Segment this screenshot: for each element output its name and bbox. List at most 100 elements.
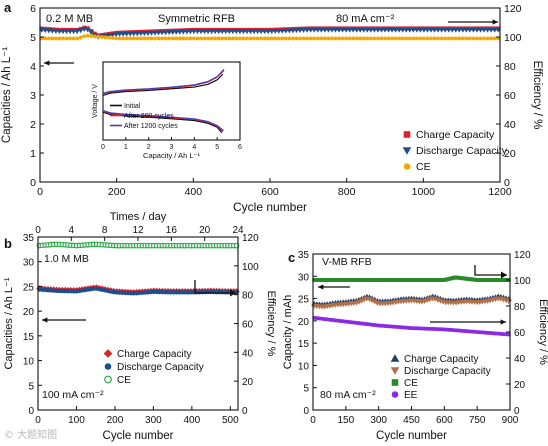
inset-x-tick-label: 0 <box>101 144 105 151</box>
legend-marker <box>104 375 112 384</box>
data-point <box>273 36 278 41</box>
inset-x-tick-label: 2 <box>147 144 151 151</box>
x-tick-label: 450 <box>403 415 420 426</box>
x-tick-label: 200 <box>107 415 124 426</box>
data-a <box>38 25 502 41</box>
data-point <box>71 36 76 41</box>
y-tick-label: 4 <box>30 61 36 73</box>
data-point <box>471 36 476 41</box>
data-point <box>259 36 264 41</box>
y2-tick-label: 100 <box>504 32 522 44</box>
data-point <box>160 36 164 41</box>
data-point <box>406 278 411 282</box>
data-point <box>57 36 62 41</box>
legend-a: Charge Capacity Discharge Capacity CE <box>402 129 508 173</box>
data-point <box>346 278 351 282</box>
data-point <box>107 35 111 40</box>
data-point <box>386 36 391 41</box>
data-point <box>92 34 97 39</box>
data-point <box>492 36 497 41</box>
arrow-ee-to-right-axis-c <box>430 319 506 325</box>
data-point <box>338 278 343 282</box>
y2-axis-label: Efficiency / % <box>537 299 548 365</box>
data-point <box>223 36 228 41</box>
data-point <box>412 278 417 282</box>
legend-label: CE <box>117 375 131 386</box>
data-point <box>77 28 84 34</box>
y-tick-label: 3 <box>30 90 36 102</box>
x-tick-label: 400 <box>185 186 203 198</box>
data-point <box>454 275 459 280</box>
annotation: 0.2 M MB <box>46 13 93 25</box>
data-point <box>50 36 55 41</box>
data-point <box>340 36 345 41</box>
data-point <box>469 277 474 282</box>
legend-marker <box>390 354 400 362</box>
x2-tick-label: 20 <box>199 225 211 236</box>
data-point <box>96 34 101 39</box>
data-point <box>411 36 416 41</box>
y-tick-label: 0 <box>30 177 36 189</box>
y-tick-label: 25 <box>298 295 310 306</box>
data-point <box>372 278 377 282</box>
x2-tick-label: 4 <box>69 225 75 236</box>
inset-x-tick-label: 4 <box>192 144 196 151</box>
data-point <box>398 278 403 282</box>
data-point <box>464 276 469 281</box>
data-point <box>142 36 147 41</box>
y-tick-label: 30 <box>298 272 310 283</box>
data-point <box>367 278 372 282</box>
arrow-to-right-axis-b <box>194 280 236 297</box>
series-c-2 <box>312 275 511 282</box>
data-point <box>488 278 493 282</box>
arrow-to-right-axis-b-line <box>194 280 236 294</box>
y-tick-label: 35 <box>298 250 310 261</box>
data-point <box>174 36 179 41</box>
data-point <box>425 278 430 282</box>
data-point <box>390 36 394 41</box>
data-point <box>418 36 423 41</box>
data-point <box>103 35 108 40</box>
data-point <box>328 278 333 282</box>
data-point <box>61 36 65 41</box>
data-point <box>366 296 373 302</box>
annotation: 80 mA cm⁻² <box>336 13 395 25</box>
data-point <box>245 36 249 41</box>
data-point <box>472 277 477 282</box>
data-point <box>359 278 364 282</box>
data-point <box>238 36 242 41</box>
data-point <box>483 278 488 282</box>
panel-label: a <box>4 0 12 15</box>
data-point <box>414 36 419 41</box>
annotation: 80 mA cm⁻² <box>320 389 376 401</box>
data-point <box>482 36 486 41</box>
legend-label: Discharge Capacity <box>416 145 508 157</box>
data-point <box>146 36 150 41</box>
x-tick-label: 750 <box>469 415 486 426</box>
legend-label: CE <box>404 378 418 389</box>
data-point <box>234 36 239 41</box>
data-point <box>280 36 285 41</box>
data-point <box>427 278 432 282</box>
data-point <box>287 36 292 41</box>
data-point <box>462 276 467 281</box>
x-tick-label: 400 <box>184 415 201 426</box>
data-point <box>393 278 398 282</box>
data-point <box>460 36 465 41</box>
data-point <box>468 36 472 41</box>
data-point <box>368 36 373 41</box>
data-point <box>369 298 376 304</box>
data-point <box>319 36 324 41</box>
data-point <box>322 36 327 41</box>
watermark: © 大题知图 <box>4 430 58 441</box>
x-axis-label: Cycle number <box>376 430 447 442</box>
data-point <box>377 278 382 282</box>
legend-label: Charge Capacity <box>117 349 191 360</box>
y-tick-label: 35 <box>23 233 35 244</box>
data-point <box>54 36 58 41</box>
y2-tick-label: 120 <box>242 233 259 244</box>
data-point <box>349 278 354 282</box>
inset-curve-discharge <box>102 109 224 132</box>
x2-tick-label: 8 <box>102 225 108 236</box>
